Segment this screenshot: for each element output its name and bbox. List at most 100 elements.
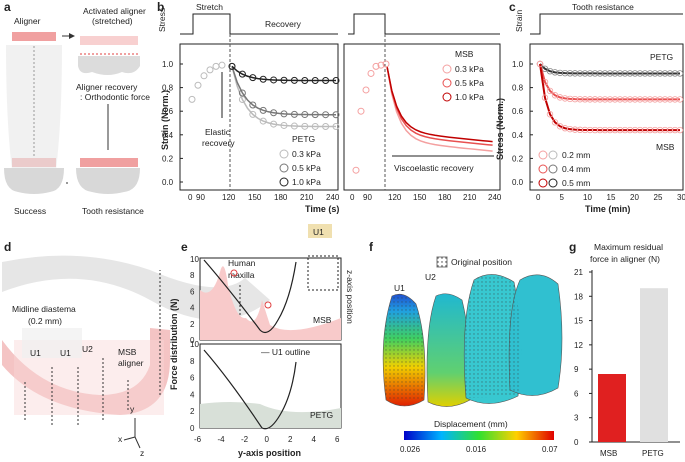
success-label: Success [14, 206, 46, 216]
petg-point [311, 76, 319, 84]
c-point [656, 96, 664, 103]
x-tick-label: 90 [363, 193, 372, 202]
c-point [536, 60, 544, 68]
c-msb-label: MSB [656, 142, 675, 152]
aligner-bar-3 [80, 158, 138, 167]
y-tick-label: 0.8 [512, 84, 524, 93]
c-point [601, 96, 609, 103]
c-point [611, 70, 619, 77]
f-u2: U2 [425, 272, 436, 282]
legend-msb: MSB 0.3 kPa 0.5 kPa 1.0 kPa [442, 49, 484, 102]
u1-inset-tag [308, 224, 332, 238]
x-tick-label: -6 [194, 435, 202, 444]
original-mesh [464, 274, 522, 398]
petg-point [290, 110, 298, 118]
c-point [596, 70, 604, 77]
legend-marker [279, 163, 289, 173]
recovery-phase-label: Recovery [265, 19, 302, 29]
c-point [586, 96, 594, 103]
petg-point [259, 117, 267, 125]
petg-point [218, 61, 226, 69]
c-point [651, 126, 659, 134]
maxilla-label: maxilla [228, 270, 255, 280]
c-point [666, 96, 674, 103]
petg-point [332, 111, 340, 119]
c-x-label: Time (min) [585, 204, 630, 214]
e-msb: MSB [313, 315, 332, 325]
c-point [646, 70, 654, 77]
petg-point [206, 66, 214, 74]
plot-c-frame [529, 43, 684, 191]
x-tick-label: 10 [583, 193, 592, 202]
y-tick-label: 0.2 [162, 154, 174, 163]
stress-axis-label: Stress [157, 8, 167, 32]
c-point [566, 125, 574, 133]
bar-msb [598, 374, 626, 442]
u1-inset [307, 255, 339, 291]
petg-point [290, 122, 298, 130]
x-tick-label: 6 [335, 435, 340, 444]
c-point [626, 96, 634, 103]
c-point [641, 96, 649, 103]
panel-b-label: b [157, 0, 164, 14]
msb-point [367, 69, 375, 77]
legend-item: 0.3 kPa [292, 149, 321, 159]
x-tick-label: 2 [288, 435, 293, 444]
e-y-label: Force distribution (N) [169, 299, 179, 391]
panel-e-label: e [181, 240, 188, 254]
tooth-icon [4, 168, 64, 194]
legend-item: 0.5 kPa [292, 163, 321, 173]
c-point [566, 70, 574, 77]
c-point [621, 96, 629, 103]
msb-curve [386, 66, 493, 143]
c-point [626, 70, 634, 77]
petg-point [259, 75, 267, 83]
c-point [541, 94, 549, 101]
c-point [546, 87, 554, 95]
legend-marker [279, 177, 289, 187]
c-point [616, 126, 624, 134]
plot-b-right-frame [343, 43, 501, 191]
c-point [676, 126, 684, 134]
axis-y: y [130, 404, 135, 414]
inset-u1: U1 [313, 227, 324, 237]
panel-f-label: f [369, 240, 374, 254]
legend-title: PETG [292, 134, 315, 144]
petg-point [200, 72, 208, 80]
c-point [611, 126, 619, 134]
panel-d-label: d [4, 240, 11, 254]
x-tick-label: 150 [413, 193, 427, 202]
bar-petg [640, 288, 668, 442]
x-tick-label: 4 [312, 435, 317, 444]
msb-point [362, 86, 370, 94]
c-point [571, 70, 579, 77]
stress-step-right [348, 13, 500, 35]
g-chart: 0 3 6 9 12 15 18 21 MSB PETG [574, 268, 668, 458]
human-label: Human [228, 258, 256, 268]
c-point [656, 70, 664, 77]
petg-point [238, 70, 246, 78]
y-tick-label: 0.2 [512, 154, 524, 163]
u1-left: U1 [30, 348, 41, 358]
legend-marker [442, 78, 452, 88]
y-tick-label: 4 [190, 304, 195, 313]
msb-point [372, 62, 380, 70]
c-point [581, 70, 589, 77]
e-outline: — U1 outline [261, 347, 310, 357]
legend-c: 0.2 mm 0.4 mm 0.5 mm [538, 150, 590, 188]
tooth-icon [78, 56, 140, 75]
force-peak-marker [264, 301, 272, 309]
x-tick-label: MSB [600, 449, 617, 458]
c-point [591, 126, 599, 134]
petg-point [249, 74, 257, 82]
legend-marker [442, 92, 452, 102]
petg-point [280, 76, 288, 84]
petg-point [238, 89, 246, 97]
y-tick-label: 0.6 [162, 107, 174, 116]
b-x-label: Time (s) [305, 204, 339, 214]
legend-marker [548, 178, 558, 188]
c-point [636, 96, 644, 103]
c-point [591, 96, 599, 103]
petg-point [270, 120, 278, 128]
